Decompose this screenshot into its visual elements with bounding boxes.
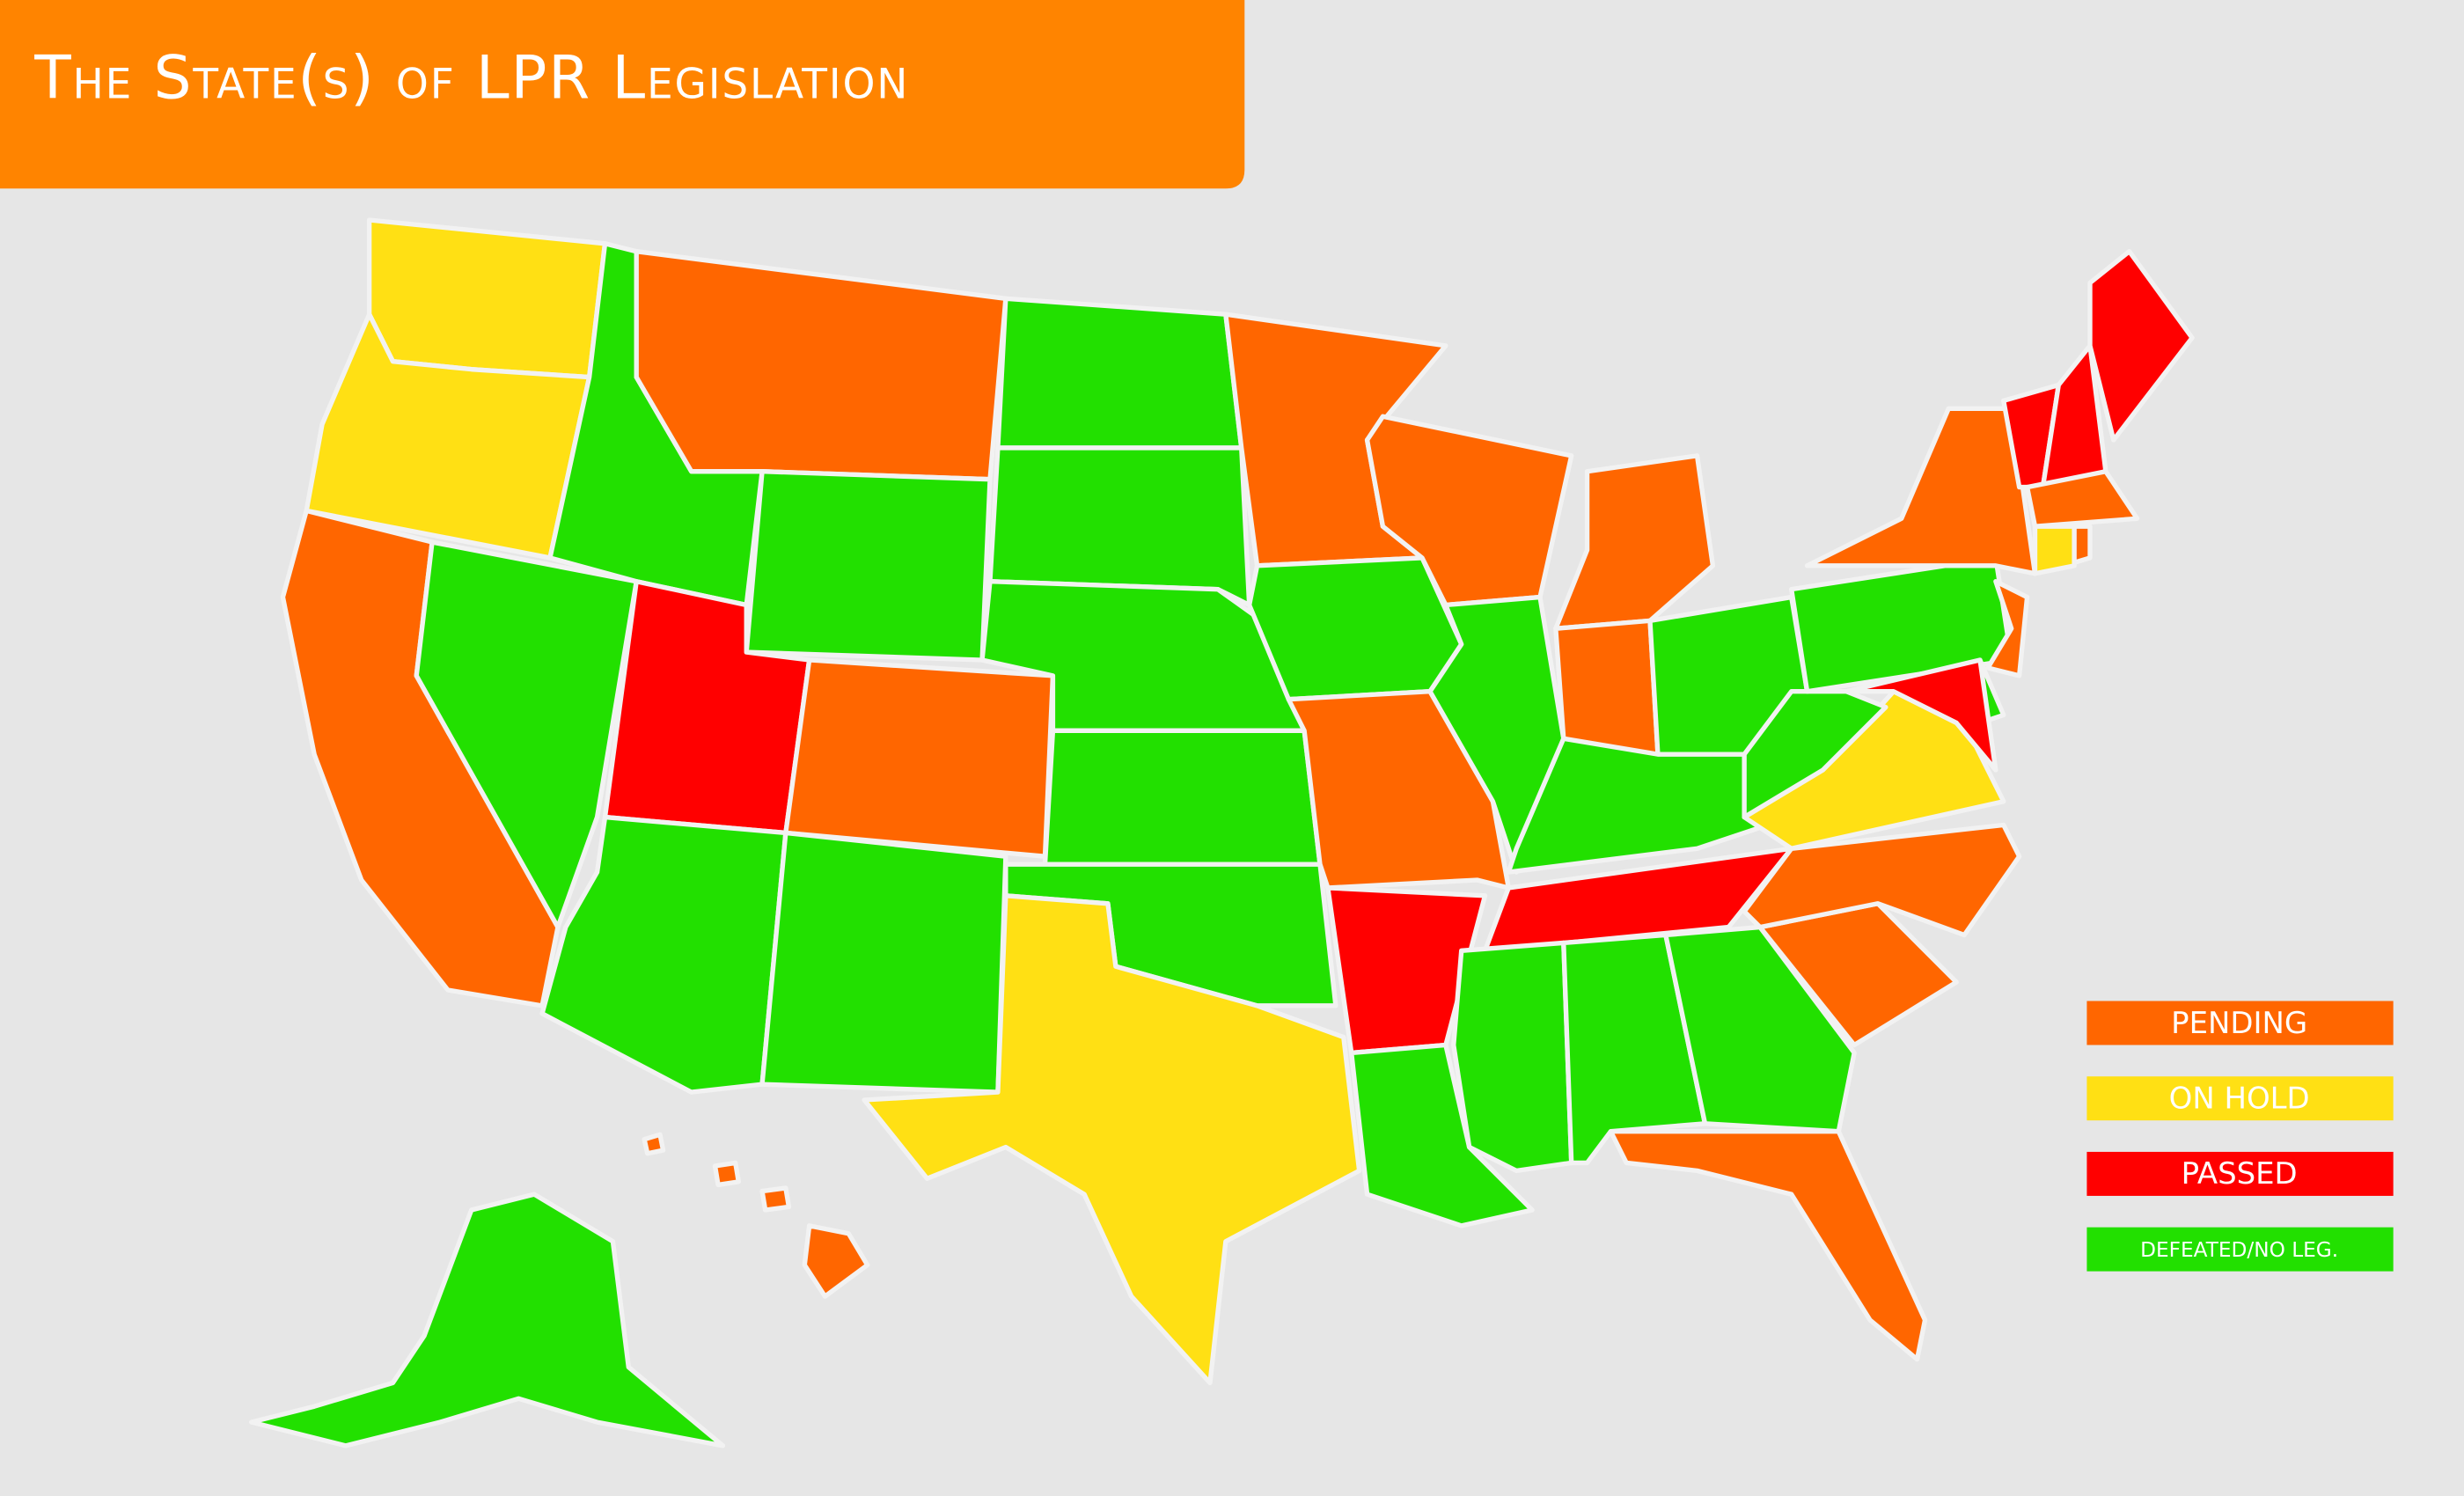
state-ms xyxy=(1451,940,1574,1174)
state-md xyxy=(1844,657,1998,773)
state-la xyxy=(1349,1042,1535,1228)
state-nj xyxy=(1985,579,2030,678)
legend-label: Defeated/No Leg. xyxy=(2140,1238,2338,1262)
title: The State(s) of LPR Legislation xyxy=(33,43,909,113)
state-co xyxy=(783,657,1056,859)
legend: Pending On Hold Passed Defeated/No Leg. xyxy=(2086,1001,2394,1272)
state-ak xyxy=(249,1192,726,1448)
state-wv xyxy=(1742,689,1888,820)
state-hi-3 xyxy=(759,1185,792,1213)
state-tn xyxy=(1482,846,1794,954)
state-hi-1 xyxy=(642,1132,666,1156)
state-ga xyxy=(1663,924,1857,1134)
state-ky xyxy=(1506,736,1794,875)
state-ct xyxy=(2032,524,2077,576)
legend-label: Pending xyxy=(2171,1006,2307,1040)
legend-swatch xyxy=(2086,1227,2394,1272)
state-fl xyxy=(1608,1129,1928,1362)
legend-swatch xyxy=(2086,1076,2394,1121)
state-tx xyxy=(862,893,1362,1386)
title-banner xyxy=(0,0,1245,189)
legend-swatch xyxy=(2086,1151,2394,1196)
state-wy xyxy=(744,469,993,663)
state-me xyxy=(2087,249,2195,443)
state-il xyxy=(1427,594,1566,875)
state-sd xyxy=(987,445,1252,608)
state-nm xyxy=(759,830,1008,1095)
state-ri xyxy=(2072,524,2093,565)
state-nc xyxy=(1742,822,2022,938)
state-wi xyxy=(1364,414,1574,608)
states xyxy=(249,217,2195,1448)
state-nv xyxy=(414,539,639,930)
state-ks xyxy=(1042,728,1323,867)
legend-label: On Hold xyxy=(2169,1082,2310,1116)
state-wa xyxy=(366,217,608,380)
state-hi-2 xyxy=(712,1160,741,1188)
state-hi-4 xyxy=(802,1223,870,1299)
legend-swatch xyxy=(2086,1001,2394,1045)
state-ma xyxy=(2024,469,2140,529)
state-ia xyxy=(1246,555,1464,702)
legend-label: Passed xyxy=(2182,1156,2298,1191)
state-nd xyxy=(995,296,1244,451)
